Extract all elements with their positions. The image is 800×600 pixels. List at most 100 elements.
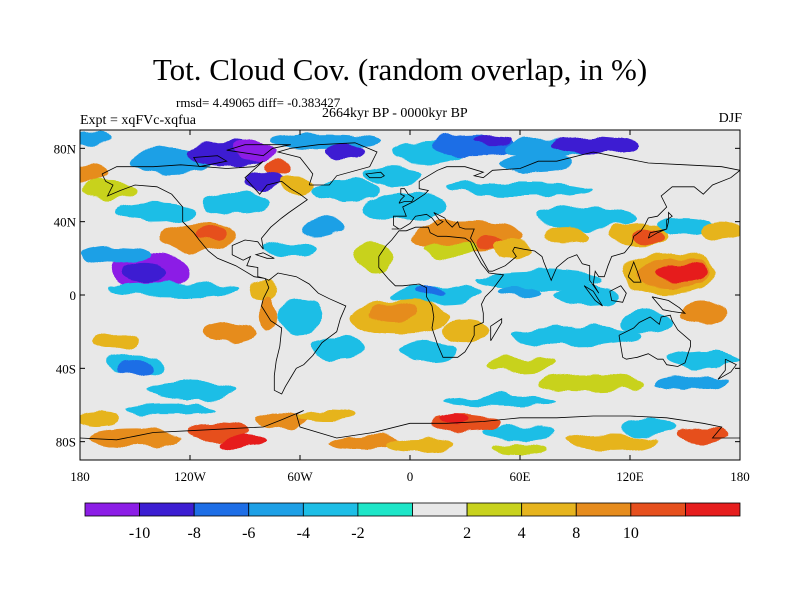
anomaly-patch bbox=[259, 296, 279, 330]
coastline-path bbox=[717, 358, 737, 380]
anomaly-patch bbox=[501, 285, 539, 297]
anomaly-patch bbox=[327, 142, 365, 162]
coastline-path bbox=[391, 151, 740, 294]
anomaly-patch bbox=[355, 243, 392, 273]
x-tick-label: 120W bbox=[174, 469, 207, 484]
x-tick-label: 180 bbox=[730, 469, 750, 484]
anomaly-patch bbox=[94, 331, 139, 351]
anomaly-patch bbox=[202, 322, 258, 341]
anomaly-patch bbox=[202, 192, 269, 215]
anomaly-patch bbox=[551, 285, 618, 305]
colorbar-swatch bbox=[575, 502, 632, 517]
anomaly-patch bbox=[311, 335, 363, 358]
colorbar-label: 2 bbox=[463, 525, 471, 542]
y-tick-label: 40S bbox=[56, 361, 76, 376]
anomaly-patch bbox=[633, 229, 663, 244]
coastline-path bbox=[647, 211, 673, 239]
anomaly-patch bbox=[144, 381, 236, 400]
colorbar-label: -10 bbox=[129, 525, 150, 542]
y-tick-label: 80N bbox=[54, 141, 77, 156]
anomaly-patch bbox=[80, 181, 135, 200]
anomaly-patch bbox=[248, 282, 278, 301]
anomaly-patch bbox=[413, 285, 444, 297]
anomaly-patch bbox=[125, 403, 218, 415]
colorbar-swatch bbox=[139, 502, 195, 517]
colorbar-swatch bbox=[412, 502, 468, 517]
colorbar-label: -6 bbox=[242, 525, 255, 542]
colorbar-swatch bbox=[302, 502, 359, 517]
anomaly-patch bbox=[122, 263, 167, 283]
stats-text: rmsd= 4.49065 diff= -0.383427 bbox=[176, 95, 341, 110]
anomaly-patch bbox=[446, 395, 557, 407]
anomaly-patch bbox=[666, 350, 740, 369]
colorbar-label: 8 bbox=[572, 525, 580, 542]
y-tick-label: 40N bbox=[54, 215, 77, 230]
coastline-path bbox=[583, 285, 603, 307]
anomaly-patch bbox=[474, 271, 603, 290]
colorbar-swatch bbox=[357, 502, 413, 517]
anomaly-patch bbox=[300, 218, 344, 237]
y-tick-label: 0 bbox=[70, 288, 77, 303]
anomaly-patch bbox=[474, 133, 511, 145]
anomaly-patch bbox=[80, 245, 154, 264]
colorbar-label: 10 bbox=[623, 525, 639, 542]
anomaly-patch bbox=[538, 373, 649, 393]
coastline-path bbox=[618, 314, 691, 367]
anomaly-patch bbox=[655, 263, 707, 283]
anomaly-patch bbox=[80, 412, 121, 427]
coastline-path bbox=[365, 171, 385, 179]
coastline-path bbox=[261, 272, 347, 395]
anomaly-patch bbox=[278, 298, 322, 336]
x-tick-label: 120E bbox=[616, 469, 644, 484]
colorbar-label: -8 bbox=[188, 525, 201, 542]
map-axes: 180 120W 60W 0 60E 120E 180 80N 40N 0 40S 80S bbox=[54, 130, 750, 484]
anomaly-patch bbox=[620, 419, 676, 435]
anomaly-patch bbox=[681, 302, 726, 325]
map-plot-area bbox=[79, 129, 741, 461]
anomaly-patch bbox=[263, 241, 319, 257]
figure-title: Tot. Cloud Cov. (random overlap, in %) bbox=[152, 52, 648, 87]
coastline-path bbox=[226, 144, 291, 157]
y-tick-label: 80S bbox=[56, 435, 76, 450]
anomaly-patch bbox=[80, 164, 108, 184]
anomaly-patch bbox=[107, 282, 236, 297]
colorbar-swatch bbox=[84, 502, 140, 517]
time-range-subtitle: 2664kyr BP - 0000kyr BP bbox=[322, 106, 468, 121]
coastline-path bbox=[398, 188, 415, 204]
anomaly-patch bbox=[487, 357, 553, 372]
colorbar-swatch bbox=[193, 502, 250, 517]
anomaly-patch bbox=[675, 427, 731, 442]
anomaly-patch bbox=[443, 320, 487, 343]
anomaly-patch bbox=[272, 133, 383, 149]
colorbar: -10 -8 -6 -4 -2 2 4 8 10 bbox=[84, 502, 741, 542]
colorbar-label: -4 bbox=[297, 525, 310, 542]
colorbar-swatch bbox=[466, 502, 523, 517]
anomaly-patch bbox=[657, 375, 731, 391]
coastline-path bbox=[80, 410, 740, 441]
anomaly-patch bbox=[492, 240, 530, 259]
anomaly-patch bbox=[483, 425, 557, 440]
anomaly-patch bbox=[197, 225, 227, 241]
anomaly-patch bbox=[369, 304, 414, 323]
anomaly-patch bbox=[113, 203, 194, 222]
x-tick-label: 0 bbox=[407, 469, 414, 484]
x-tick-label: 60E bbox=[510, 469, 531, 484]
anomaly-patch bbox=[300, 410, 355, 422]
coastline-path bbox=[101, 160, 308, 279]
experiment-label: Expt = xqFVc-xqfua bbox=[80, 113, 196, 128]
anomaly-patch bbox=[699, 221, 740, 240]
coastline-path bbox=[490, 318, 503, 342]
anomaly-patch bbox=[364, 166, 420, 185]
anomaly-patch bbox=[215, 434, 267, 449]
x-tick-label: 60W bbox=[287, 469, 313, 484]
anomaly-patch bbox=[543, 227, 588, 242]
anomaly-patch bbox=[532, 207, 636, 229]
anomaly-patch bbox=[327, 434, 401, 449]
anomaly-patch bbox=[510, 324, 640, 347]
anomaly-patch bbox=[80, 133, 112, 145]
coastline-path bbox=[378, 226, 505, 358]
anomaly-patch bbox=[184, 423, 251, 438]
colorbar-label: 4 bbox=[518, 525, 526, 542]
anomaly-field bbox=[80, 133, 740, 455]
